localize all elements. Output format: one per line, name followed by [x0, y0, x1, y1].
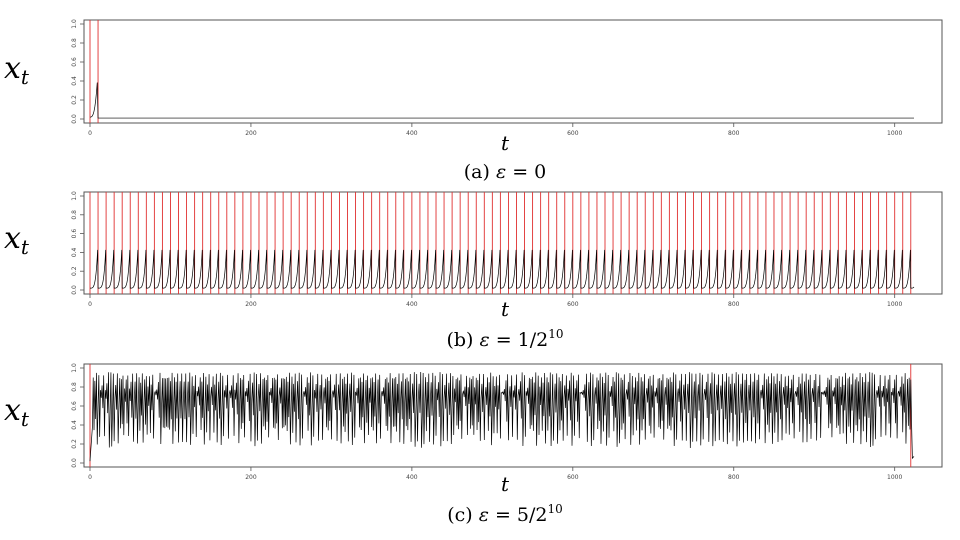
x-tick-label: 1000 [887, 301, 902, 308]
y-tick-label: 0.2 [71, 439, 78, 449]
x-tick-label: 600 [567, 474, 579, 481]
x-tick-label: 200 [245, 474, 257, 481]
series-line [89, 82, 914, 119]
x-tick-label: 600 [567, 130, 579, 137]
series-line [90, 249, 915, 289]
y-tick-label: 0.4 [71, 76, 78, 86]
plot-frame [83, 363, 943, 468]
y-axis-label: xt [4, 221, 30, 259]
series-line [89, 372, 915, 462]
y-axis-label: xt [4, 51, 30, 89]
panel-caption: (c) ε = 5/210 [447, 502, 563, 526]
x-axis-label: t [501, 131, 510, 155]
y-tick-label: 0.8 [71, 210, 78, 220]
x-tick-label: 400 [406, 301, 418, 308]
x-tick-label: 0 [88, 130, 92, 137]
y-tick-label: 0.0 [71, 458, 78, 468]
x-tick-label: 400 [406, 474, 418, 481]
x-tick-label: 1000 [887, 474, 902, 481]
plot-frame [83, 191, 943, 295]
y-tick-label: 0.4 [71, 420, 78, 430]
x-tick-label: 1000 [887, 130, 902, 137]
x-axis-label: t [501, 472, 510, 496]
x-tick-label: 600 [567, 301, 579, 308]
x-tick-label: 200 [245, 301, 257, 308]
y-axis-label: xt [4, 393, 30, 431]
y-tick-label: 1.0 [71, 19, 78, 29]
x-tick-label: 200 [245, 130, 257, 137]
y-tick-label: 0.8 [71, 382, 78, 392]
y-tick-label: 0.6 [71, 57, 78, 67]
panel-caption: (b) ε = 1/210 [446, 327, 563, 351]
y-tick-label: 0.4 [71, 247, 78, 257]
plot-frame [83, 19, 943, 124]
y-tick-label: 0.6 [71, 229, 78, 239]
panel-0: 0.0 0.2 0.4 0.6 0.8 1.0 0 200 400 600 800 1000 xt t (a… [4, 19, 943, 183]
y-tick-label: 0.0 [71, 285, 78, 295]
panel-2: 0.0 0.2 0.4 0.6 0.8 1.0 0 200 400 600 800 1000 xt t (c… [4, 363, 943, 526]
y-tick-label: 1.0 [71, 191, 78, 201]
y-tick-label: 0.8 [71, 38, 78, 48]
y-tick-label: 0.2 [71, 266, 78, 276]
x-axis-label: t [501, 297, 510, 321]
x-tick-label: 800 [728, 130, 740, 137]
x-tick-label: 400 [406, 130, 418, 137]
y-tick-label: 1.0 [71, 363, 78, 373]
y-tick-label: 0.0 [71, 114, 78, 124]
x-tick-label: 800 [728, 301, 740, 308]
x-tick-label: 800 [728, 474, 740, 481]
y-tick-label: 0.2 [71, 95, 78, 105]
x-tick-label: 0 [88, 474, 92, 481]
y-tick-label: 0.6 [71, 401, 78, 411]
panel-1: 0.0 0.2 0.4 0.6 0.8 1.0 0 200 400 600 800 1000 xt t (b… [4, 191, 943, 351]
panel-caption: (a) ε = 0 [464, 161, 547, 183]
x-tick-label: 0 [88, 301, 92, 308]
